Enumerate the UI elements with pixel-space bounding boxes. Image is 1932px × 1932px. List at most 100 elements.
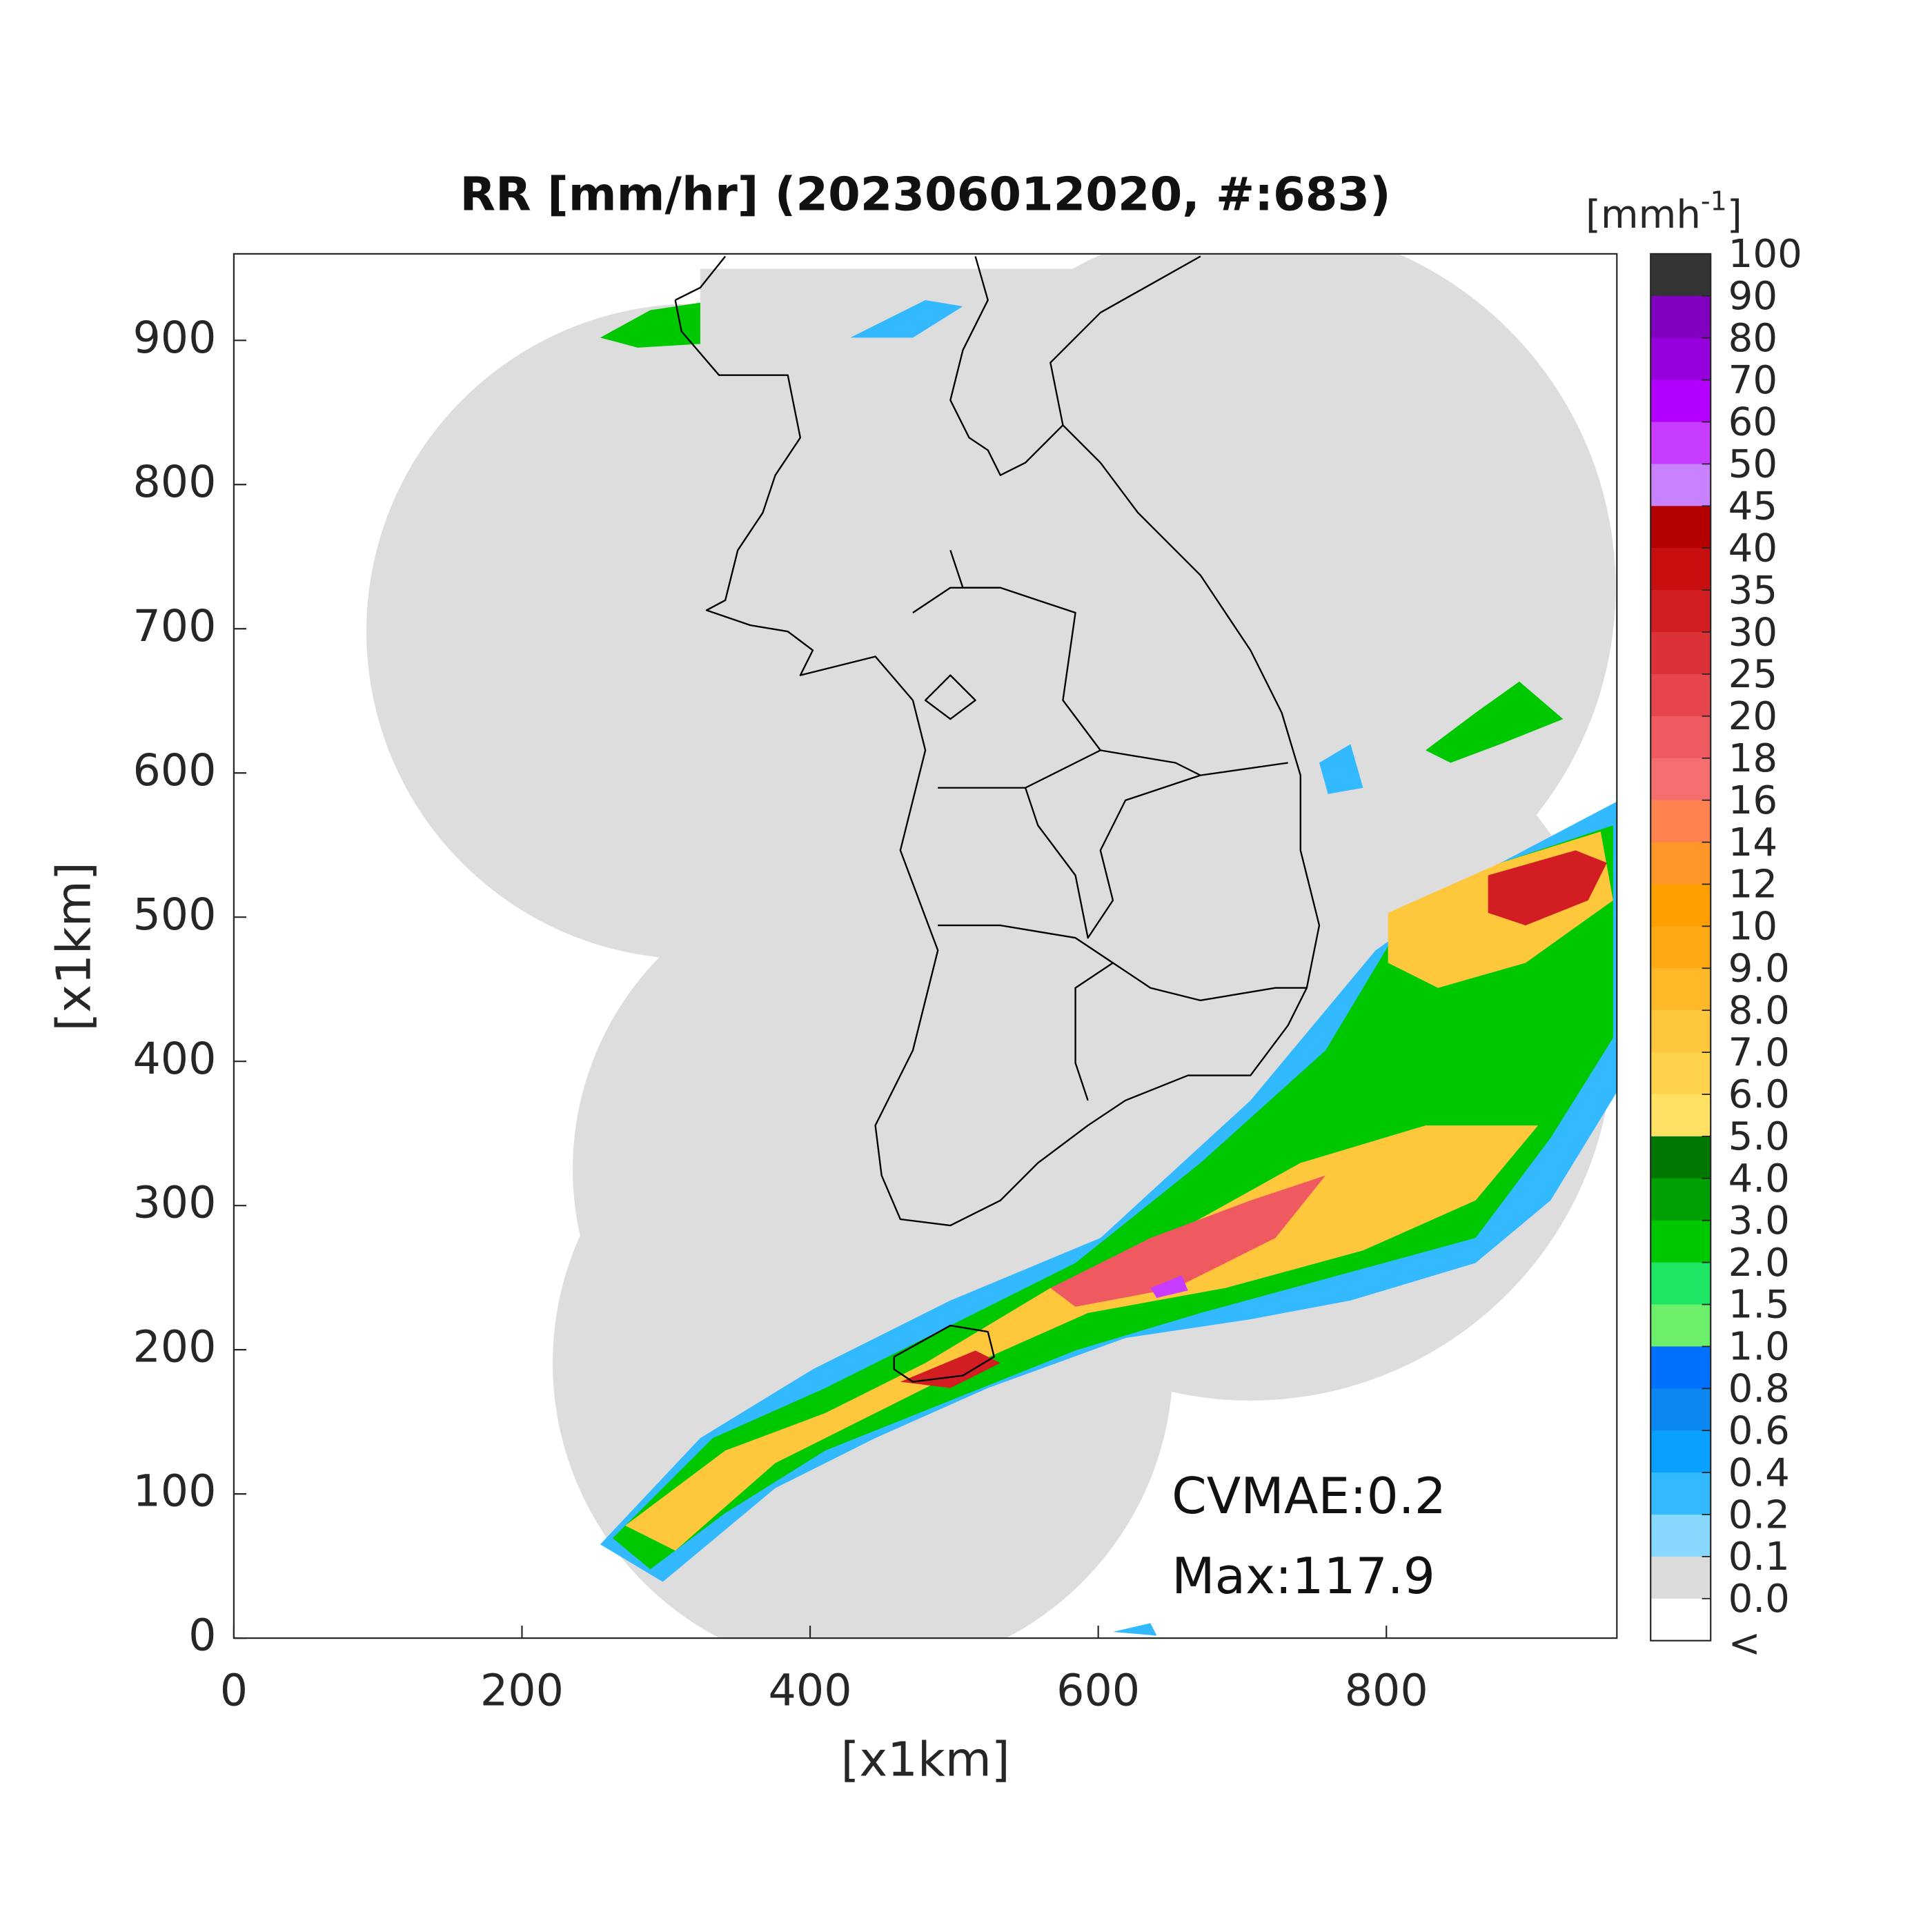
colorbar-tick-label: 18 [1728, 736, 1777, 781]
colorbar-tick-label: 8.0 [1728, 988, 1790, 1033]
map-area [366, 253, 1617, 1639]
colorbar-tick-label: 0.8 [1728, 1367, 1790, 1412]
colorbar-band [1650, 590, 1711, 633]
chart-title: RR [mm/hr] (202306012020, #:683) [460, 167, 1391, 221]
colorbar-band [1650, 968, 1711, 1012]
colorbar-tick-label: 4.0 [1728, 1156, 1790, 1201]
colorbar-band [1650, 379, 1711, 423]
rain-area [1112, 1623, 1157, 1636]
rain-area [600, 302, 700, 348]
x-axis-label: [x1km] [840, 1732, 1009, 1787]
y-tick-label: 0 [188, 1610, 216, 1661]
colorbar-band [1650, 1515, 1711, 1557]
colorbar-label-base: [mmh [1586, 193, 1701, 237]
y-tick-label: 800 [132, 456, 216, 507]
colorbar-tick-label: 60 [1728, 400, 1777, 445]
colorbar-band [1650, 716, 1711, 759]
colorbar-band [1650, 337, 1711, 381]
colorbar-tick-label: 7.0 [1728, 1030, 1790, 1075]
colorbar-tick-label: 35 [1728, 568, 1777, 613]
colorbar-band [1650, 1220, 1711, 1263]
colorbar-band [1650, 1304, 1711, 1348]
x-tick-label: 0 [220, 1664, 248, 1715]
colorbar-band [1650, 1052, 1711, 1095]
colorbar-tick-label: 16 [1728, 778, 1777, 823]
colorbar-frame [1650, 253, 1712, 1642]
annotation: Max:117.9 [1172, 1548, 1435, 1606]
colorbar-tick-label: 5.0 [1728, 1114, 1790, 1159]
x-tick-label: 600 [1056, 1664, 1140, 1715]
rain-area [850, 299, 963, 338]
colorbar-band [1650, 1262, 1711, 1305]
y-tick-label: 500 [132, 889, 216, 940]
annotation: CVMAE:0.2 [1172, 1468, 1446, 1526]
colorbar-tick-label: 100 [1728, 232, 1802, 277]
colorbar-band [1650, 295, 1711, 339]
colorbar-tick-label: 0.2 [1728, 1492, 1790, 1537]
rain-area [1426, 681, 1564, 763]
colorbar-band [1650, 1346, 1711, 1390]
colorbar-band [1650, 1136, 1711, 1179]
y-tick-label: 100 [132, 1466, 216, 1517]
colorbar-band [1650, 548, 1711, 591]
colorbar-band [1650, 253, 1711, 297]
colorbar-band [1650, 926, 1711, 969]
colorbar-tick-label: 0.4 [1728, 1450, 1790, 1495]
colorbar-tick-label: 80 [1728, 316, 1777, 361]
colorbar-band [1650, 422, 1711, 465]
x-tick-label: 400 [769, 1664, 852, 1715]
precipitation [600, 299, 1617, 1636]
colorbar-tick-label: 30 [1728, 610, 1777, 655]
colorbar-band [1650, 632, 1711, 675]
colorbar-tick-label: 70 [1728, 358, 1777, 403]
boundaries [674, 255, 1321, 1383]
colorbar-tick-label: 90 [1728, 274, 1777, 319]
colorbar-tick-label: 2.0 [1728, 1241, 1790, 1285]
colorbar-tick-label: 45 [1728, 484, 1777, 529]
rain-area [1050, 1175, 1326, 1307]
colorbar-band [1650, 842, 1711, 885]
colorbar-band [1650, 1556, 1711, 1599]
y-tick-label: 900 [132, 312, 216, 363]
colorbar-band [1650, 1430, 1711, 1474]
colorbar-band [1650, 800, 1711, 843]
plot-frame [233, 253, 1618, 1639]
colorbar-band [1650, 506, 1711, 549]
y-tick-label: 600 [132, 745, 216, 796]
x-tick-label: 200 [480, 1664, 564, 1715]
colorbar-label-end: ] [1727, 193, 1742, 237]
colorbar-tick-label: 3.0 [1728, 1199, 1790, 1243]
colorbar-band [1650, 1472, 1711, 1515]
colorbar-tick-label: 10 [1728, 905, 1777, 949]
y-tick-label: 200 [132, 1321, 216, 1372]
colorbar-band [1650, 1178, 1711, 1221]
colorbar-band [1650, 884, 1711, 927]
rain-area [1488, 850, 1607, 926]
colorbar-label: [mmh-1] [1586, 186, 1742, 237]
colorbar-band [1650, 1010, 1711, 1053]
colorbar-band [1650, 758, 1711, 801]
radar-coverage [366, 253, 1616, 1639]
colorbar-tick-label: 14 [1728, 820, 1777, 865]
x-tick-label: 800 [1345, 1664, 1428, 1715]
colorbar-tick-label: 20 [1728, 694, 1777, 739]
colorbar-band [1650, 1094, 1711, 1137]
colorbar-band [1650, 673, 1711, 717]
y-tick-label: 300 [132, 1177, 216, 1228]
colorbar-below-label: < [1728, 1621, 1761, 1666]
colorbar-tick-label: 1.0 [1728, 1325, 1790, 1370]
y-axis-label: [x1km] [46, 862, 101, 1031]
colorbar-tick-label: 40 [1728, 526, 1777, 571]
colorbar-tick-label: 0.6 [1728, 1408, 1790, 1453]
colorbar-tick-label: 0.0 [1728, 1577, 1790, 1621]
rain-area [1150, 1275, 1188, 1299]
rain-area [625, 1125, 1539, 1551]
colorbar-tick-label: 9.0 [1728, 947, 1790, 992]
colorbar-tick-label: 25 [1728, 652, 1777, 697]
colorbar-tick-label: 6.0 [1728, 1072, 1790, 1117]
rain-area [900, 1350, 1000, 1388]
colorbar-band [1650, 1598, 1711, 1642]
y-tick-label: 700 [132, 600, 216, 651]
colorbar-label-exponent: -1 [1701, 186, 1727, 216]
